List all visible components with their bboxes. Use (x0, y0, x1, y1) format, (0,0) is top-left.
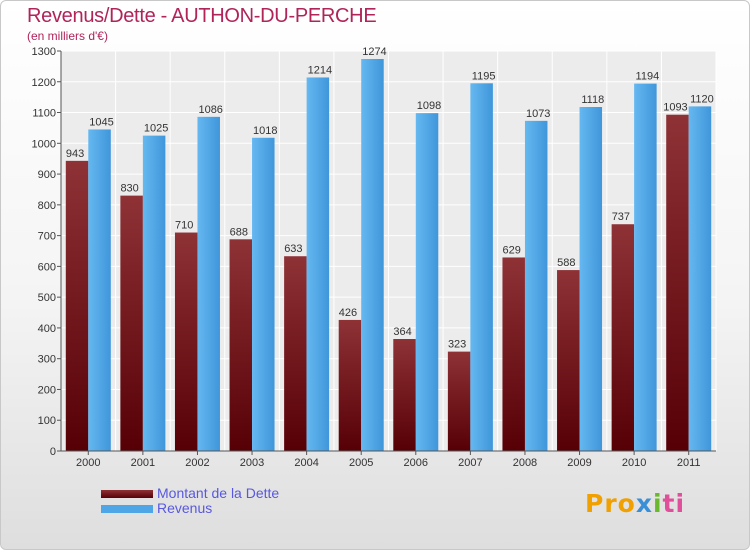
y-tick-label: 400 (38, 323, 56, 335)
chart-subtitle: (en milliers d'€) (27, 29, 108, 43)
proxiti-logo: Proxiti (585, 489, 685, 518)
bar-dette (502, 257, 525, 451)
bar-dette (447, 351, 471, 451)
x-tick-label: 2011 (677, 457, 701, 469)
bars (65, 59, 712, 452)
x-tick-label: 2007 (458, 457, 482, 469)
y-tick-label: 0 (50, 446, 56, 458)
logo-part: ti (662, 489, 686, 518)
data-label: 1098 (417, 100, 441, 112)
data-label: 633 (284, 243, 302, 255)
data-label: 830 (120, 183, 138, 195)
y-tick-label: 1200 (32, 77, 56, 89)
data-label: 1195 (472, 70, 496, 82)
bar-revenus (634, 83, 657, 451)
data-label: 1194 (636, 71, 660, 83)
data-label: 1120 (690, 93, 714, 105)
logo-part: Pro (585, 489, 636, 518)
bar-revenus (524, 120, 548, 451)
data-label: 1018 (253, 125, 277, 137)
y-tick-label: 1300 (32, 46, 56, 58)
data-label: 629 (503, 244, 521, 256)
bar-revenus (197, 116, 220, 451)
x-tick-label: 2010 (622, 457, 646, 469)
bar-revenus (470, 83, 493, 452)
data-label: 364 (393, 326, 411, 338)
bar-dette (120, 195, 143, 451)
bar-dette (229, 239, 253, 451)
data-label: 1274 (362, 46, 386, 58)
legend-swatch-debt (101, 490, 153, 498)
data-label: 943 (66, 148, 84, 160)
y-tick-label: 600 (38, 261, 56, 273)
x-tick-label: 2006 (404, 457, 428, 469)
x-tick-label: 2005 (349, 457, 373, 469)
y-tick-label: 1000 (32, 138, 56, 150)
x-tick-label: 2001 (131, 457, 155, 469)
y-tick-label: 700 (38, 231, 56, 243)
data-label: 1118 (581, 94, 604, 106)
logo-part: x (635, 489, 653, 518)
data-label: 1214 (308, 64, 332, 76)
data-label: 1073 (526, 108, 550, 120)
bar-revenus (361, 59, 384, 451)
bar-dette (611, 224, 635, 451)
bar-revenus (688, 106, 712, 451)
y-tick-label: 800 (38, 200, 56, 212)
bar-revenus (306, 77, 330, 451)
y-tick-label: 1100 (32, 108, 56, 120)
x-tick-label: 2000 (76, 457, 100, 469)
y-tick-label: 100 (38, 415, 56, 427)
bar-revenus (142, 135, 166, 451)
grid (60, 50, 717, 452)
bar-revenus (88, 129, 111, 451)
data-label: 1086 (198, 104, 222, 116)
legend-label-debt: Montant de la Dette (157, 485, 280, 501)
axes: 0 100 200 300 400 500 600 700 800 900 1000 1100 1200… (32, 46, 716, 469)
bar-revenus (415, 113, 439, 452)
bar-dette (393, 339, 416, 451)
data-label: 1025 (144, 123, 168, 135)
x-tick-label: 2004 (294, 457, 318, 469)
bar-revenus (579, 107, 603, 451)
bar-dette (338, 319, 362, 451)
bar-dette (174, 232, 198, 451)
legend-label-revenus: Revenus (157, 500, 213, 516)
data-label: 737 (612, 211, 630, 223)
data-label: 323 (448, 339, 466, 351)
data-label: 688 (230, 226, 248, 238)
x-tick-label: 2009 (567, 457, 591, 469)
data-label: 588 (557, 257, 575, 269)
chart-title: Revenus/Dette - AUTHON-DU-PERCHE (27, 5, 377, 27)
x-tick-label: 2002 (185, 457, 209, 469)
y-tick-label: 900 (38, 169, 56, 181)
x-tick-label: 2008 (513, 457, 537, 469)
data-labels: 943 1045 830 1025 710 1086 688 1018 633 1214 426 12… (66, 46, 714, 351)
bar-dette (65, 160, 89, 451)
data-label: 426 (339, 307, 357, 319)
logo-part: i (652, 489, 663, 518)
data-label: 1045 (89, 116, 113, 128)
bar-revenus (252, 137, 275, 451)
legend-swatch-revenus (101, 505, 153, 513)
y-tick-label: 200 (38, 384, 56, 396)
y-tick-label: 300 (38, 354, 56, 366)
bar-dette (557, 270, 580, 451)
data-label: 1093 (663, 102, 687, 114)
data-label: 710 (175, 220, 193, 232)
bar-dette (666, 114, 689, 451)
y-tick-label: 500 (38, 292, 56, 304)
x-tick-label: 2003 (240, 457, 264, 469)
bar-dette (284, 256, 307, 451)
